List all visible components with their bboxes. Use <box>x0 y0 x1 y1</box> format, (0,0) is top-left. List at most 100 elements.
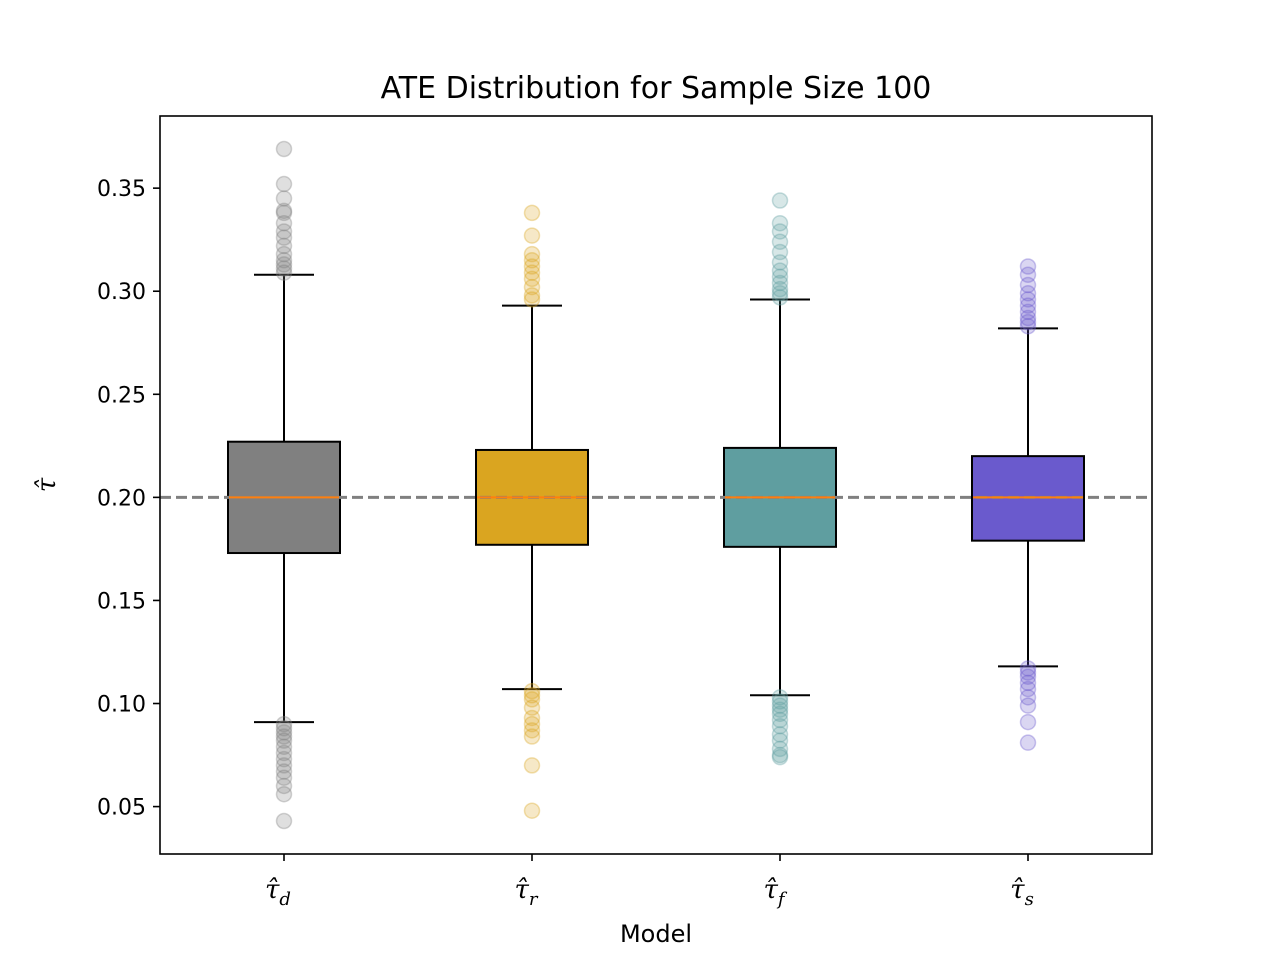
y-tick-label: 0.10 <box>97 693 146 718</box>
outlier-point <box>771 233 789 250</box>
box-f <box>723 192 837 766</box>
outlier-point <box>523 728 541 745</box>
x-axis: τ̂d τ̂r τ̂f τ̂s <box>265 854 1034 910</box>
outlier-point <box>275 256 293 273</box>
x-tick-label-f: τ̂f <box>763 875 787 910</box>
outlier-point <box>771 717 789 735</box>
outlier-point <box>1019 664 1037 681</box>
outlier-point <box>1019 674 1037 692</box>
outlier-point <box>275 260 293 277</box>
x-tick-label-r: τ̂r <box>515 875 539 910</box>
y-tick-label: 0.20 <box>97 486 146 511</box>
outlier-point <box>1019 303 1037 321</box>
outlier-point <box>523 682 541 700</box>
outlier-point <box>275 175 293 193</box>
outlier-point <box>1019 297 1037 314</box>
outlier-point <box>275 757 293 774</box>
x-tick-subscript: r <box>529 889 539 910</box>
outlier-point <box>1019 734 1037 751</box>
outlier-point <box>771 740 789 758</box>
outlier-point <box>1019 713 1037 731</box>
outlier-point <box>1019 291 1037 308</box>
outlier-point <box>275 777 293 795</box>
outlier-point <box>523 691 541 708</box>
outlier-point <box>523 245 541 263</box>
outlier-point <box>523 687 541 704</box>
outlier-point <box>523 709 541 727</box>
outlier-point <box>275 720 293 737</box>
outlier-point <box>771 268 789 286</box>
outlier-point <box>275 738 293 756</box>
outlier-point <box>275 245 293 263</box>
outlier-point <box>275 785 293 803</box>
plot-frame <box>159 115 1153 855</box>
x-tick-label-d: τ̂d <box>265 875 291 910</box>
outlier-point <box>771 711 789 729</box>
y-tick-label: 0.15 <box>97 589 146 614</box>
outlier-point <box>523 722 541 739</box>
plot-area <box>160 140 1152 830</box>
outlier-point <box>275 252 293 269</box>
outlier-point <box>1019 668 1037 685</box>
outlier-point <box>275 214 293 232</box>
y-tick-label: 0.35 <box>97 177 146 202</box>
outlier-point <box>275 763 293 780</box>
outlier-point <box>523 258 541 275</box>
outlier-point <box>1019 689 1037 706</box>
outlier-point <box>771 726 789 743</box>
outlier-point <box>1019 258 1037 275</box>
outlier-point <box>275 223 293 240</box>
outlier-point <box>771 274 789 292</box>
outlier-point <box>523 264 541 281</box>
outlier-point <box>275 732 293 749</box>
outlier-point <box>771 732 789 749</box>
outlier-point <box>523 291 541 308</box>
outlier-point <box>523 699 541 716</box>
outlier-point <box>275 202 293 220</box>
outlier-point <box>275 190 293 207</box>
outlier-point <box>275 812 293 830</box>
outlier-point <box>1019 309 1037 327</box>
outlier-point <box>523 252 541 269</box>
outlier-point <box>771 289 789 306</box>
y-tick-label: 0.30 <box>97 280 146 305</box>
outlier-point <box>523 287 541 304</box>
outlier-point <box>771 746 789 764</box>
box-s <box>971 258 1085 751</box>
chart-title: ATE Distribution for Sample Size 100 <box>381 71 932 106</box>
outlier-point <box>771 689 789 706</box>
outlier-point <box>771 748 789 766</box>
outlier-point <box>1019 276 1037 294</box>
outlier-point <box>1019 266 1037 283</box>
x-tick-subscript: d <box>279 889 291 910</box>
outlier-point <box>523 757 541 774</box>
outlier-point <box>771 285 789 302</box>
y-axis: 0.05 0.10 0.15 0.20 0.25 0.30 0.35 <box>97 177 160 821</box>
outlier-point <box>1019 285 1037 302</box>
outlier-point <box>275 769 293 786</box>
outlier-point <box>1019 680 1037 698</box>
outlier-point <box>771 705 789 723</box>
outlier-point <box>771 223 789 240</box>
outlier-point <box>275 750 293 768</box>
outlier-point <box>1019 318 1037 335</box>
outlier-point <box>523 204 541 222</box>
outlier-point <box>771 262 789 279</box>
outlier-point <box>523 802 541 819</box>
outlier-point <box>523 715 541 733</box>
y-tick-label: 0.05 <box>97 796 146 821</box>
outlier-point <box>523 270 541 288</box>
box-r <box>475 204 589 819</box>
box-d <box>227 140 341 830</box>
outlier-point <box>771 254 789 271</box>
x-tick-subscript: f <box>776 889 788 910</box>
outlier-point <box>771 243 789 261</box>
outlier-point <box>275 237 293 255</box>
outlier-point <box>771 697 789 714</box>
outlier-point <box>275 715 293 733</box>
x-axis-label: Model <box>620 920 692 948</box>
y-tick-label: 0.25 <box>97 383 146 408</box>
outlier-point <box>1019 697 1037 714</box>
outlier-point <box>275 204 293 222</box>
